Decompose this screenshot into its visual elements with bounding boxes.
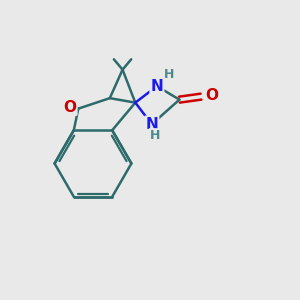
Text: O: O	[205, 88, 218, 103]
Text: H: H	[164, 68, 175, 81]
Text: H: H	[150, 129, 160, 142]
Text: N: N	[146, 117, 158, 132]
Text: N: N	[151, 79, 163, 94]
Text: O: O	[63, 100, 76, 115]
